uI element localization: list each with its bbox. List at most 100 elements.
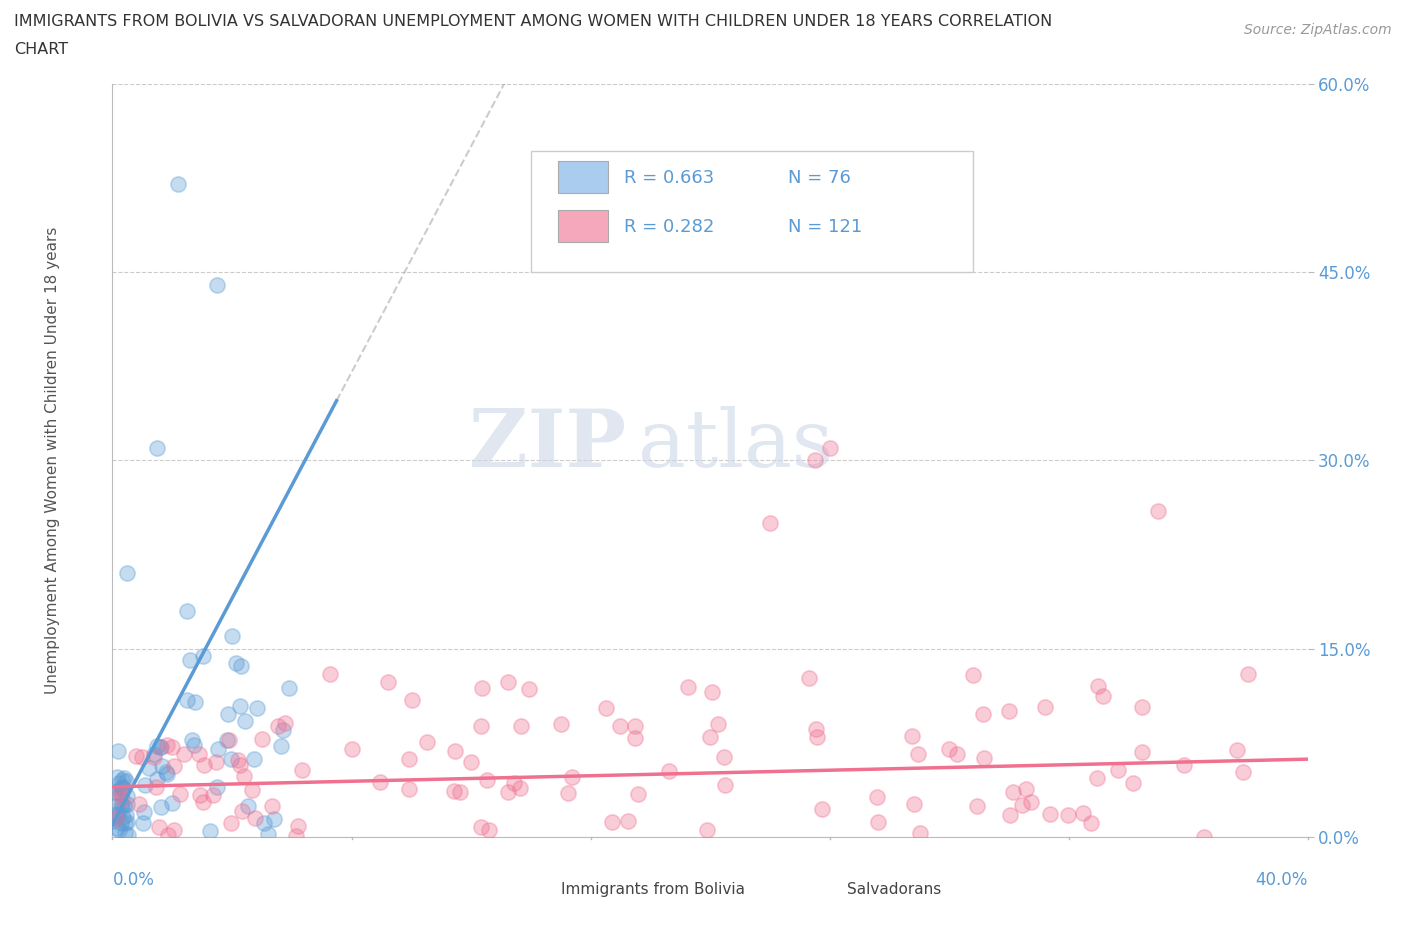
Point — [443, 783, 465, 798]
Point — [1015, 781, 1038, 796]
Text: 0.0%: 0.0% — [112, 870, 155, 889]
Point — [658, 764, 681, 778]
Point — [243, 811, 266, 826]
Point — [804, 722, 827, 737]
Point — [229, 757, 252, 772]
Point — [287, 818, 309, 833]
Point — [246, 701, 269, 716]
Point — [270, 738, 292, 753]
Point — [183, 695, 205, 710]
Point — [231, 804, 253, 818]
Point — [117, 565, 139, 580]
Point — [471, 681, 494, 696]
Point — [105, 821, 128, 836]
Point — [470, 819, 492, 834]
Point — [946, 747, 969, 762]
Point — [160, 796, 183, 811]
Point — [1192, 830, 1215, 844]
Point — [368, 775, 391, 790]
Point — [962, 668, 984, 683]
Point — [377, 675, 399, 690]
Point — [1147, 503, 1170, 518]
Point — [627, 787, 650, 802]
Point — [112, 799, 135, 814]
Point — [1002, 785, 1025, 800]
Point — [866, 815, 889, 830]
Point — [1071, 806, 1094, 821]
Point — [132, 804, 155, 819]
Point — [181, 733, 204, 748]
Point — [143, 750, 166, 764]
Point — [509, 781, 531, 796]
Point — [207, 779, 229, 794]
Point — [105, 770, 128, 785]
Point — [173, 747, 195, 762]
Point — [104, 785, 127, 800]
Text: Source: ZipAtlas.com: Source: ZipAtlas.com — [1244, 23, 1392, 37]
Point — [240, 782, 263, 797]
Point — [233, 713, 256, 728]
Point — [162, 740, 184, 755]
Point — [595, 701, 617, 716]
Point — [319, 667, 342, 682]
Point — [444, 744, 467, 759]
Point — [105, 806, 128, 821]
Point — [706, 717, 728, 732]
Point — [1087, 679, 1109, 694]
Point — [233, 769, 256, 784]
Point — [1056, 807, 1078, 822]
Point — [188, 747, 211, 762]
Point — [803, 453, 825, 468]
Point — [478, 823, 501, 838]
Point — [115, 796, 138, 811]
Point — [131, 750, 153, 764]
Point — [260, 799, 283, 814]
Point — [560, 770, 582, 785]
Point — [267, 718, 290, 733]
Point — [1226, 743, 1249, 758]
Point — [416, 735, 439, 750]
Point — [115, 774, 138, 789]
Point — [903, 797, 925, 812]
Point — [475, 773, 498, 788]
Point — [1107, 763, 1129, 777]
Point — [1132, 699, 1154, 714]
Point — [156, 737, 179, 752]
Point — [112, 810, 135, 825]
Text: Immigrants from Bolivia: Immigrants from Bolivia — [561, 883, 745, 897]
Point — [148, 819, 170, 834]
Point — [460, 754, 482, 769]
Point — [132, 816, 155, 830]
Point — [398, 752, 420, 767]
Point — [167, 177, 190, 192]
Point — [1019, 794, 1042, 809]
Point — [509, 718, 531, 733]
Point — [101, 814, 124, 829]
Point — [1039, 807, 1062, 822]
Point — [1092, 688, 1115, 703]
Point — [183, 737, 205, 752]
Point — [250, 732, 273, 747]
Point — [271, 723, 294, 737]
Point — [103, 784, 125, 799]
Point — [609, 719, 631, 734]
Point — [617, 813, 640, 828]
Point — [114, 807, 136, 822]
FancyBboxPatch shape — [558, 210, 609, 242]
Point — [145, 780, 167, 795]
Text: Salvadorans: Salvadorans — [848, 883, 942, 897]
FancyBboxPatch shape — [558, 161, 609, 193]
Point — [221, 629, 243, 644]
Point — [907, 747, 929, 762]
Point — [243, 751, 266, 766]
Point — [107, 743, 129, 758]
Point — [277, 681, 299, 696]
Point — [193, 758, 215, 773]
Point — [759, 515, 782, 530]
Point — [111, 798, 134, 813]
Point — [207, 742, 229, 757]
Point — [550, 717, 572, 732]
Point — [110, 786, 132, 801]
Point — [696, 823, 718, 838]
Point — [156, 766, 179, 781]
